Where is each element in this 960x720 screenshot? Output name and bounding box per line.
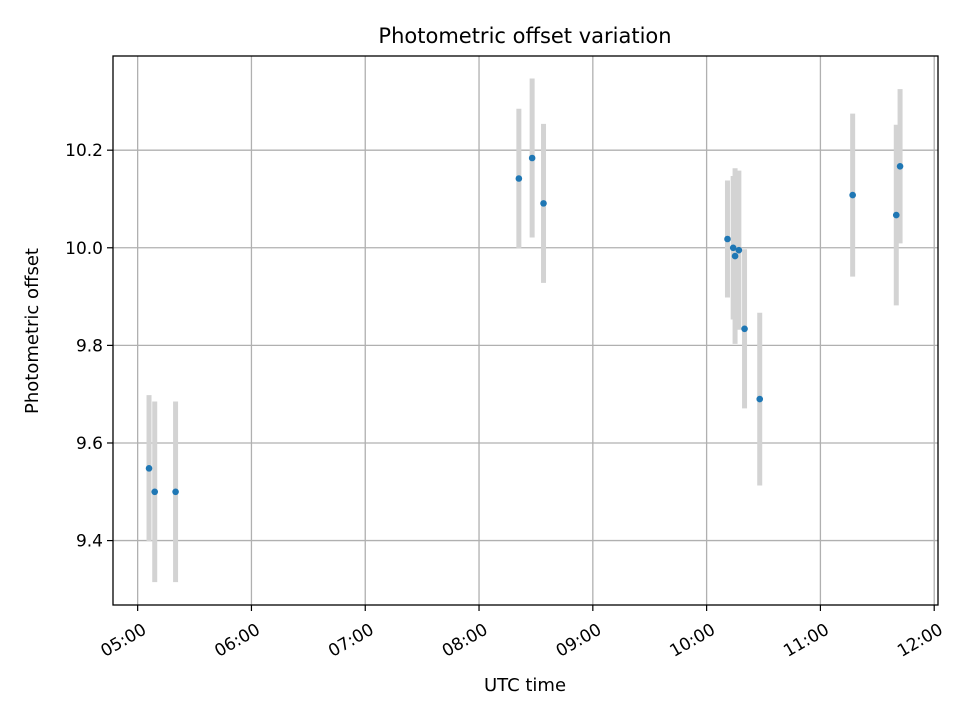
data-point <box>735 246 743 254</box>
x-tick-label: 07:00 <box>325 620 377 662</box>
x-tick-label: 06:00 <box>211 620 263 662</box>
x-tick-label: 09:00 <box>553 620 605 662</box>
x-tick-label: 12:00 <box>894 620 946 662</box>
chart-title: Photometric offset variation <box>378 24 671 48</box>
axis-ticks: 05:00 06:00 07:00 08:00 09:00 10:00 11:00 12:00… <box>65 141 946 661</box>
y-tick-label: 10.0 <box>65 239 103 259</box>
data-point <box>741 325 748 333</box>
data-point <box>528 154 536 162</box>
plot-frame <box>112 55 939 606</box>
x-tick-label: 08:00 <box>439 620 491 662</box>
y-tick-label: 10.2 <box>65 141 103 161</box>
data-point <box>756 395 764 403</box>
data-point <box>731 252 739 260</box>
x-tick-label: 05:00 <box>98 620 150 662</box>
data-point <box>849 191 856 199</box>
data-point <box>896 162 904 170</box>
error-bars <box>146 78 903 583</box>
data-point <box>540 200 547 207</box>
data-point <box>151 488 159 496</box>
y-axis-label: Photometric offset <box>22 248 43 414</box>
y-tick-label: 9.4 <box>76 532 103 552</box>
data-point <box>892 211 900 219</box>
data-point <box>145 465 153 472</box>
data-point <box>172 488 179 496</box>
x-axis-label: UTC time <box>484 675 566 696</box>
x-tick-label: 11:00 <box>780 620 832 662</box>
grid <box>113 56 938 605</box>
data-point <box>515 175 523 182</box>
y-tick-label: 9.8 <box>76 336 103 356</box>
data-point <box>729 244 737 252</box>
x-tick-label: 10:00 <box>666 620 718 662</box>
data-points <box>145 154 904 496</box>
y-tick-label: 9.6 <box>76 434 103 454</box>
data-point <box>724 235 731 243</box>
